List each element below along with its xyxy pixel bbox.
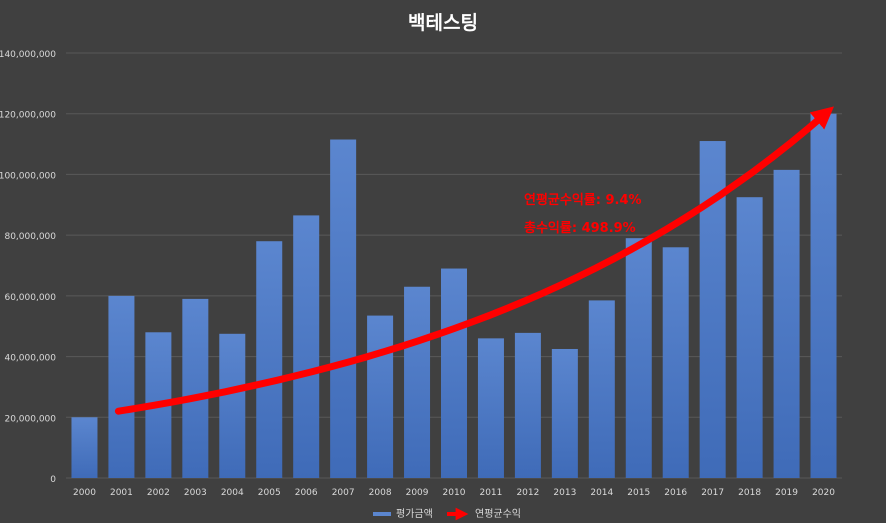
- bar: [477, 338, 504, 478]
- x-tick-label: 2003: [184, 488, 207, 498]
- x-tick-label: 2007: [332, 488, 355, 498]
- x-tick-label: 2014: [590, 488, 613, 498]
- x-tick-label: 2011: [479, 488, 502, 498]
- bar: [810, 113, 837, 478]
- bar: [404, 286, 431, 478]
- x-tick-label: 2004: [221, 488, 244, 498]
- y-tick-label: 100,000,000: [0, 171, 56, 181]
- bar: [736, 197, 763, 479]
- bar: [71, 417, 98, 478]
- bar: [219, 333, 246, 478]
- x-tick-label: 2001: [110, 488, 133, 498]
- bar: [256, 241, 283, 478]
- annotation-cagr: 연평균수익률: 9.4%: [524, 192, 642, 208]
- y-tick-label: 140,000,000: [0, 50, 56, 60]
- chart-title: 백테스팅: [408, 12, 478, 34]
- x-tick-label: 2012: [516, 488, 539, 498]
- y-tick-label: 60,000,000: [4, 293, 56, 303]
- x-tick-label: 2008: [369, 488, 392, 498]
- legend-bar-swatch: [373, 512, 391, 516]
- bar: [551, 348, 578, 478]
- y-tick-label: 120,000,000: [0, 111, 56, 121]
- y-axis-ticks: 0 20,000,000 40,000,000 60,000,000 80,000,00…: [0, 50, 56, 485]
- bar: [514, 332, 541, 478]
- annotation-total-return: 총수익률: 498.9%: [524, 220, 636, 236]
- bar: [662, 247, 689, 478]
- bar: [108, 295, 135, 478]
- bar: [367, 315, 394, 478]
- x-tick-label: 2015: [627, 488, 650, 498]
- legend: 평가금액 연평균수익: [373, 507, 521, 521]
- bar: [330, 139, 357, 478]
- bar: [293, 215, 320, 479]
- x-tick-label: 2017: [701, 488, 724, 498]
- y-tick-label: 80,000,000: [4, 232, 56, 242]
- y-tick-label: 20,000,000: [4, 414, 56, 424]
- y-tick-label: 40,000,000: [4, 354, 56, 364]
- x-tick-label: 2006: [295, 488, 318, 498]
- bar: [441, 268, 467, 478]
- trend-line: [114, 106, 835, 415]
- x-tick-label: 2002: [147, 488, 170, 498]
- x-tick-label: 2013: [553, 488, 576, 498]
- y-tick-label: 0: [50, 475, 56, 485]
- legend-bar-label: 평가금액: [396, 508, 433, 520]
- x-tick-label: 2000: [73, 488, 96, 498]
- x-tick-label: 2010: [443, 488, 466, 498]
- x-tick-label: 2019: [775, 488, 798, 498]
- x-axis-ticks: 2000 2001 2002 2003 2004 2005 2006 2007 2008 2009…: [73, 488, 835, 498]
- bar: [588, 300, 615, 478]
- bar: [182, 298, 209, 478]
- x-tick-label: 2018: [738, 488, 761, 498]
- legend-trend-label: 연평균수익: [475, 508, 521, 520]
- bar: [625, 238, 652, 478]
- x-tick-label: 2016: [664, 488, 687, 498]
- bar: [773, 169, 800, 478]
- trend-arrow: [114, 106, 835, 415]
- x-tick-label: 2020: [812, 488, 835, 498]
- x-tick-label: 2005: [258, 488, 281, 498]
- x-tick-label: 2009: [406, 488, 429, 498]
